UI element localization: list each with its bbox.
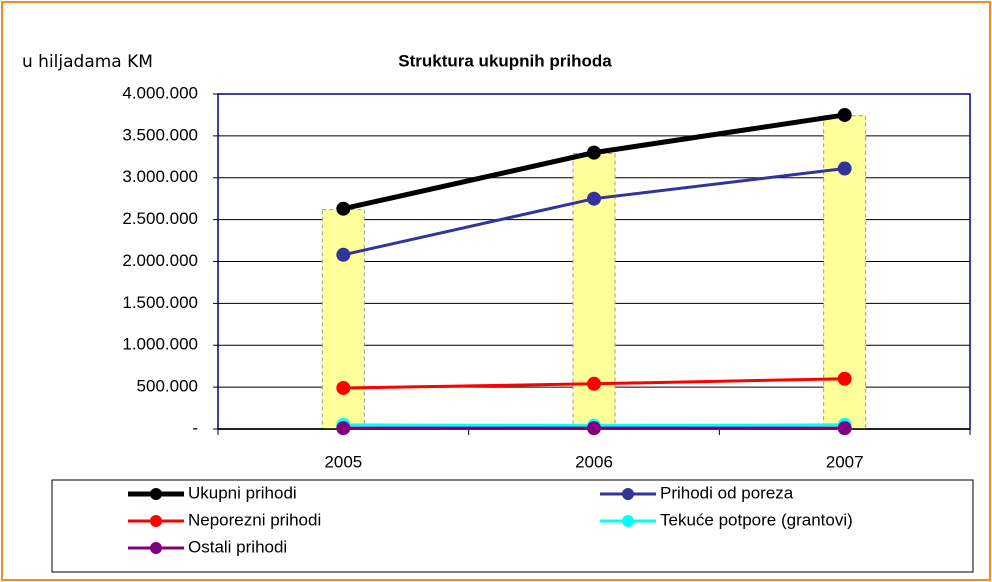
y-tick-label: 3.500.000 bbox=[122, 125, 198, 144]
x-tick-label: 2005 bbox=[324, 452, 362, 471]
legend-marker bbox=[150, 488, 162, 500]
point bbox=[837, 161, 852, 176]
chart-title: Struktura ukupnih prihoda bbox=[398, 51, 612, 70]
y-tick-label: 2.000.000 bbox=[122, 251, 198, 270]
point bbox=[587, 421, 601, 436]
legend-label: Prihodi od poreza bbox=[660, 483, 794, 502]
legend-label: Ostali prihodi bbox=[188, 537, 287, 556]
y-tick-label: 2.500.000 bbox=[122, 209, 198, 228]
point bbox=[336, 247, 351, 262]
point bbox=[336, 380, 351, 395]
legend-label: Ukupni prihodi bbox=[188, 483, 297, 502]
point bbox=[336, 201, 351, 216]
legend-marker bbox=[622, 488, 634, 500]
y-tick-label: 4.000.000 bbox=[122, 83, 198, 102]
x-tick-label: 2006 bbox=[575, 452, 613, 471]
point bbox=[587, 376, 601, 391]
point bbox=[837, 107, 852, 122]
y-tick-label: 1.500.000 bbox=[122, 293, 198, 312]
point bbox=[587, 145, 601, 160]
point bbox=[336, 421, 351, 436]
y-tick-label: 1.000.000 bbox=[122, 335, 198, 354]
y-axis-label: u hiljadama KM bbox=[22, 52, 153, 72]
point bbox=[837, 371, 852, 386]
legend-label: Tekuće potpore (grantovi) bbox=[660, 510, 853, 529]
y-tick-label: 3.000.000 bbox=[122, 167, 198, 186]
legend bbox=[51, 479, 974, 573]
legend-marker bbox=[622, 515, 634, 527]
x-tick-label: 2007 bbox=[826, 452, 864, 471]
legend-label: Neporezni prihodi bbox=[188, 510, 321, 529]
bar bbox=[321, 209, 365, 430]
point bbox=[587, 191, 601, 206]
legend-marker bbox=[150, 515, 162, 527]
y-tick-label: 500.000 bbox=[137, 377, 198, 396]
y-tick-label: - bbox=[192, 418, 198, 437]
legend-marker bbox=[150, 542, 162, 554]
point bbox=[837, 421, 852, 436]
